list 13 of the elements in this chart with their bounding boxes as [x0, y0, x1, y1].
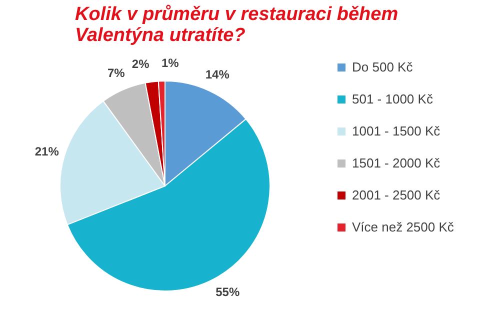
data-label: 7%: [107, 66, 126, 80]
data-label: 1%: [161, 56, 180, 70]
legend-label: 1501 - 2000 Kč: [352, 156, 441, 170]
legend-label: 2001 - 2500 Kč: [352, 188, 441, 202]
data-label: 21%: [34, 144, 60, 159]
legend-label: Do 500 Kč: [352, 60, 414, 74]
data-label: 55%: [216, 284, 240, 299]
legend-label: 1001 - 1500 Kč: [352, 124, 441, 138]
data-label: 14%: [205, 68, 230, 82]
legend-label: Více než 2500 Kč: [352, 220, 454, 234]
legend-label: 501 - 1000 Kč: [352, 92, 434, 106]
data-label: 2%: [132, 56, 150, 71]
chart-title: Kolik v průměru v restauraci během Valentýna utratíte?: [75, 4, 398, 46]
